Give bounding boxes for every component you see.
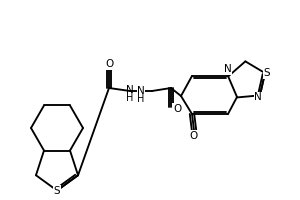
Text: O: O (190, 131, 198, 141)
Text: S: S (54, 186, 60, 196)
Text: H: H (126, 93, 134, 103)
Text: N: N (224, 64, 232, 74)
Text: S: S (264, 68, 270, 78)
Text: N: N (126, 85, 134, 95)
Text: O: O (173, 104, 181, 114)
Text: O: O (105, 59, 113, 69)
Text: N: N (254, 92, 262, 102)
Text: N: N (137, 86, 145, 96)
Text: H: H (137, 94, 145, 104)
